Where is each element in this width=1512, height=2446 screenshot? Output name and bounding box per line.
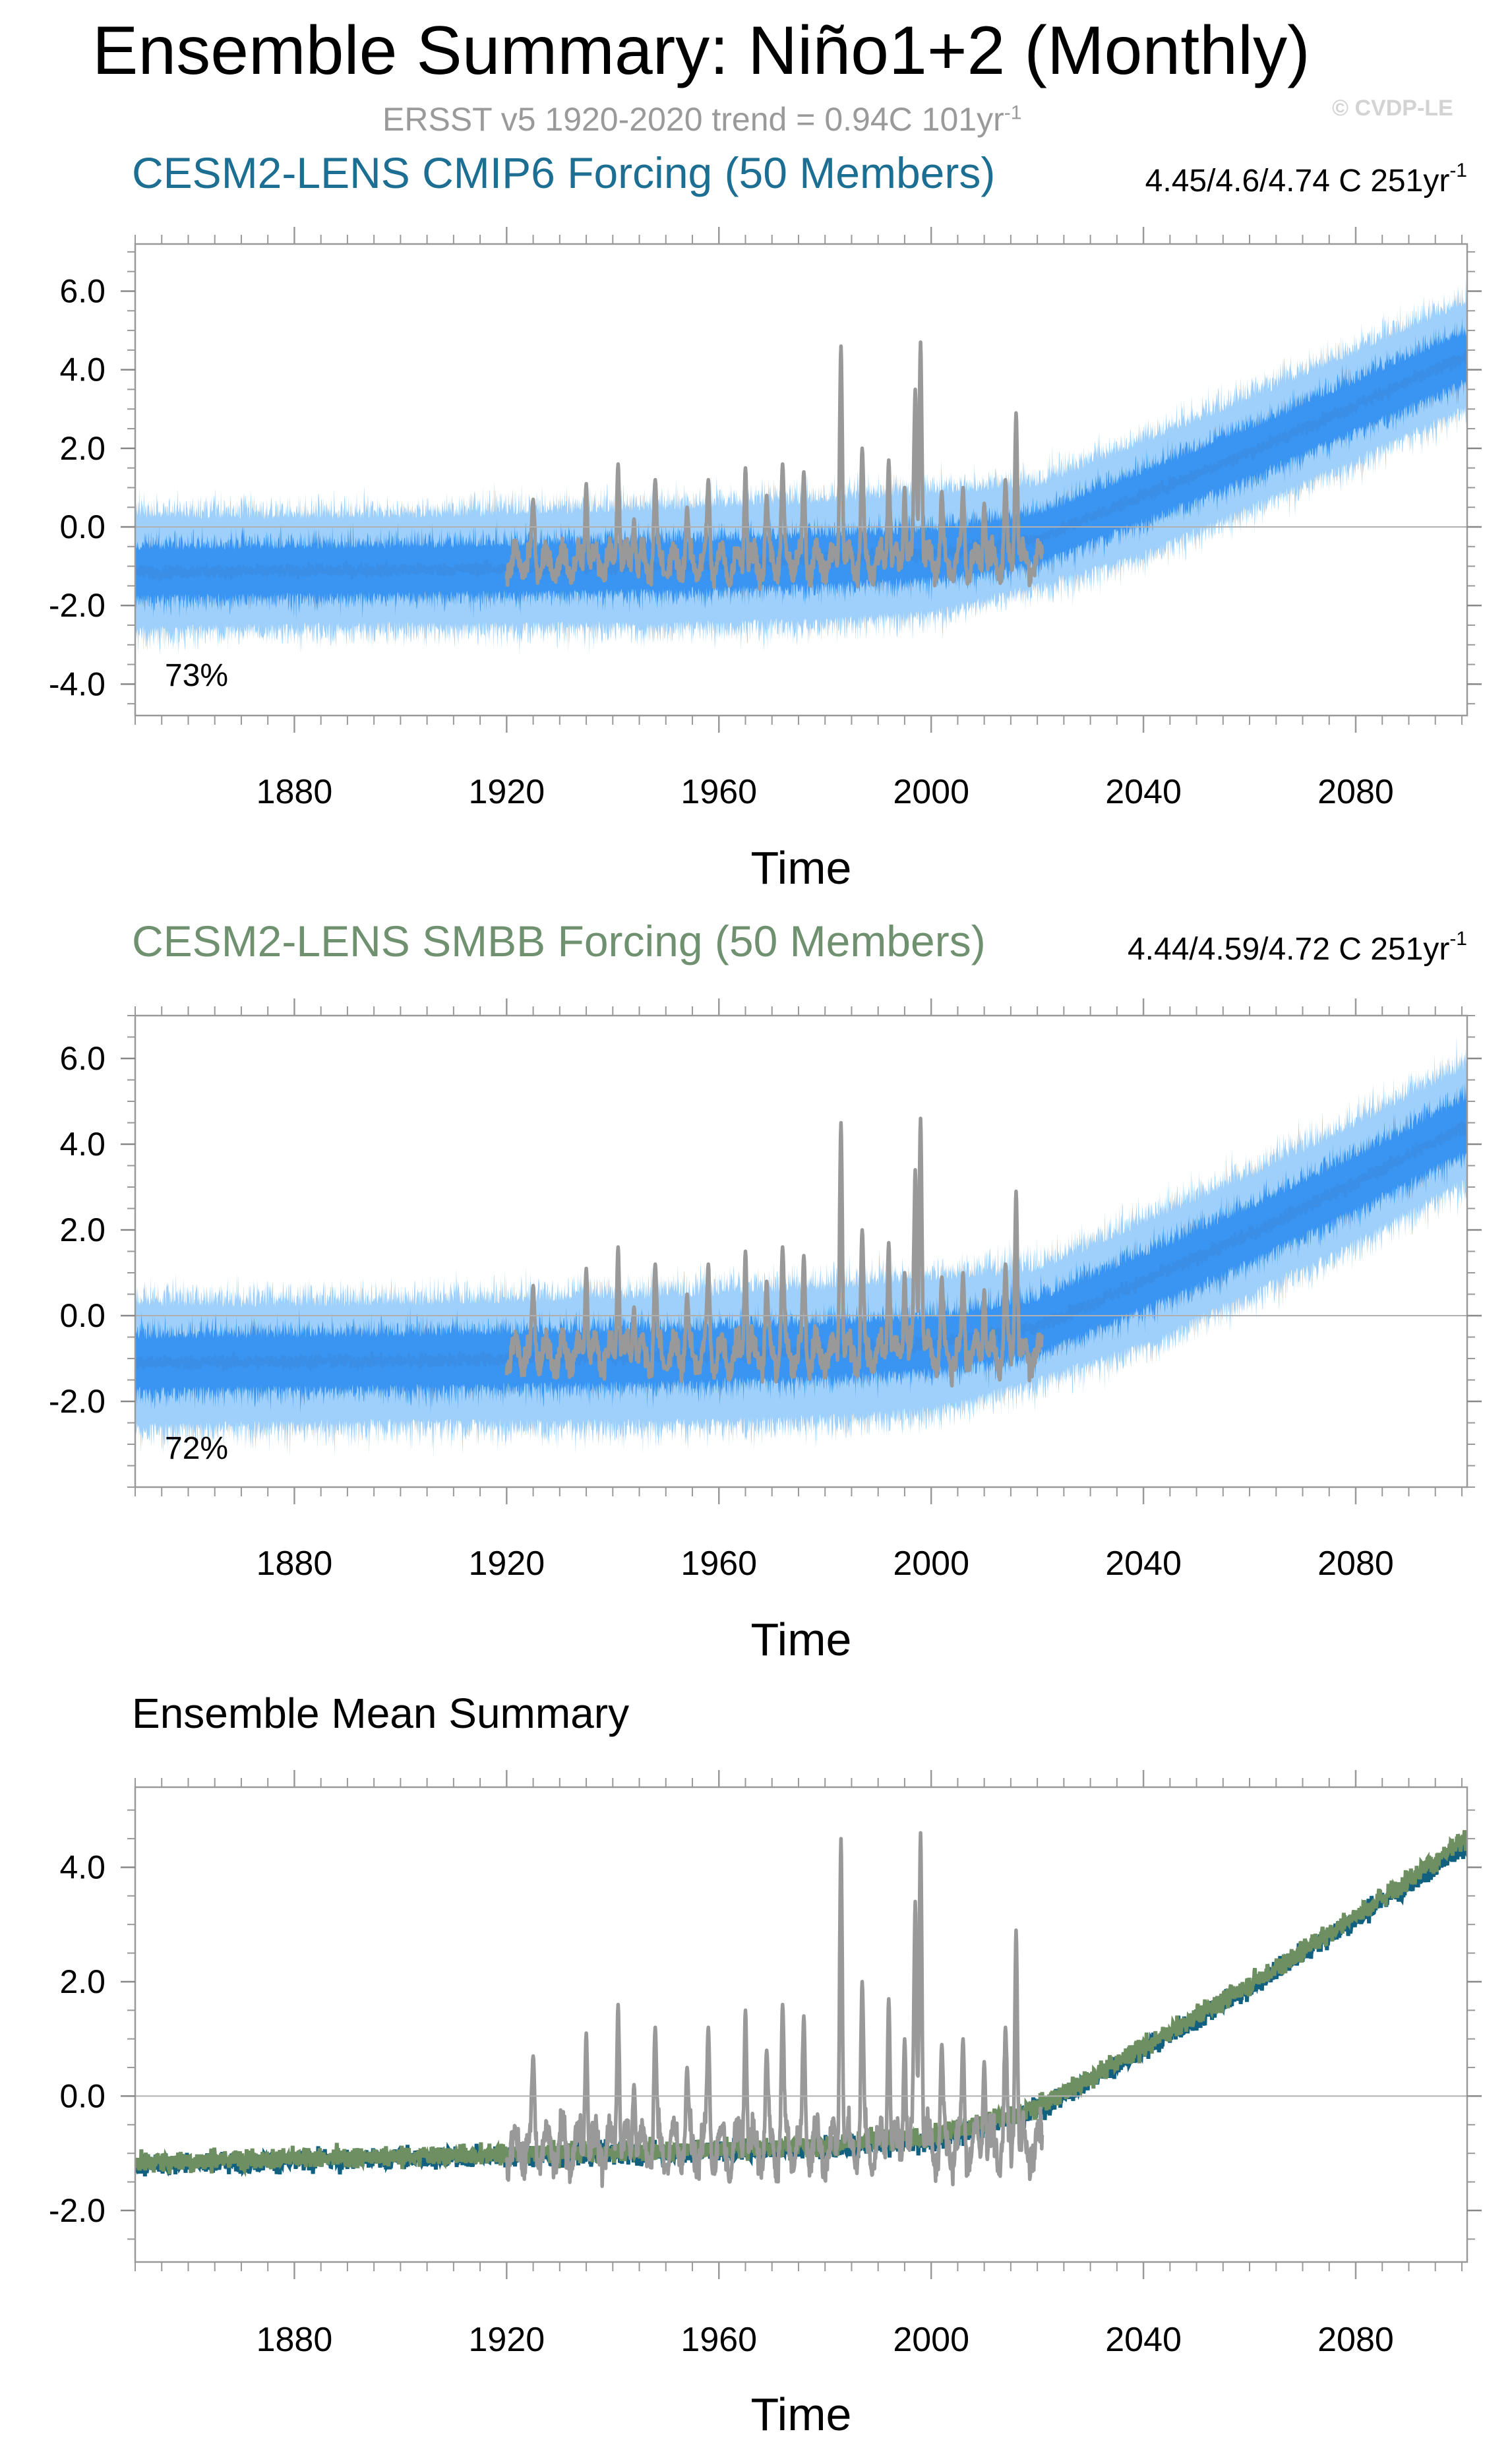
trend-text: 4.44/4.59/4.72 C 251yr bbox=[1128, 932, 1449, 967]
plot-area bbox=[135, 280, 1467, 656]
x-tick-label: 2040 bbox=[1105, 1544, 1182, 1583]
panel-title: Ensemble Mean Summary bbox=[132, 1690, 629, 1737]
y-tick-label: 0.0 bbox=[59, 2077, 106, 2114]
y-tick-label: -2.0 bbox=[49, 587, 106, 624]
x-tick-label: 1960 bbox=[680, 773, 757, 811]
plot-area bbox=[135, 1036, 1467, 1459]
y-tick-label: 2.0 bbox=[59, 1211, 106, 1248]
x-tick-label: 2000 bbox=[893, 773, 969, 811]
obs-trend-superscript: -1 bbox=[1004, 102, 1022, 124]
y-tick-label: 0.0 bbox=[59, 1297, 106, 1334]
y-tick-label: 4.0 bbox=[59, 1126, 106, 1163]
x-axis-label: Time bbox=[751, 842, 852, 894]
y-tick-label: 0.0 bbox=[59, 508, 106, 545]
obs-line bbox=[504, 340, 1044, 592]
trend-text: 4.45/4.6/4.74 C 251yr bbox=[1145, 164, 1450, 199]
x-tick-label: 2040 bbox=[1105, 773, 1182, 811]
x-tick-label: 1920 bbox=[469, 1544, 545, 1583]
y-tick-label: 4.0 bbox=[59, 352, 106, 388]
trend-superscript: -1 bbox=[1449, 160, 1467, 181]
trend-superscript: -1 bbox=[1449, 928, 1467, 950]
percent-label: 72% bbox=[165, 1431, 228, 1466]
x-tick-label: 1880 bbox=[257, 2321, 333, 2359]
chart-panel-2: CESM2-LENS SMBB Forcing (50 Members) 4.44… bbox=[49, 917, 1482, 1665]
x-tick-label: 1920 bbox=[469, 2321, 545, 2359]
ensemble-range-inner bbox=[135, 1081, 1467, 1414]
figure-title: Ensemble Summary: Niño1+2 (Monthly) bbox=[92, 13, 1310, 89]
panel-title: CESM2-LENS CMIP6 Forcing (50 Members) bbox=[132, 148, 995, 197]
y-tick-label: 4.0 bbox=[59, 1849, 106, 1885]
percent-label: 73% bbox=[165, 658, 228, 693]
x-tick-label: 2000 bbox=[893, 2321, 969, 2359]
panel-title: CESM2-LENS SMBB Forcing (50 Members) bbox=[132, 917, 986, 965]
y-tick-label: 2.0 bbox=[59, 1963, 106, 2000]
y-tick-label: -2.0 bbox=[49, 2192, 106, 2229]
chart-panel-1: CESM2-LENS CMIP6 Forcing (50 Members) 4.4… bbox=[49, 148, 1482, 894]
x-tick-label: 1880 bbox=[257, 773, 333, 811]
x-tick-label: 1960 bbox=[680, 1544, 757, 1583]
x-tick-label: 1960 bbox=[680, 2321, 757, 2359]
x-tick-label: 2080 bbox=[1317, 773, 1394, 811]
y-tick-label: 2.0 bbox=[59, 430, 106, 467]
x-tick-label: 1880 bbox=[257, 1544, 333, 1583]
ensemble-range-inner bbox=[135, 317, 1467, 621]
chart-panel-3: Ensemble Mean Summary -2.0 0.0 2.0 4.0 1880 19… bbox=[49, 1690, 1482, 2440]
x-tick-label: 2040 bbox=[1105, 2321, 1182, 2359]
trend-label: 4.44/4.59/4.72 C 251yr-1 bbox=[1128, 928, 1467, 967]
trend-label: 4.45/4.6/4.74 C 251yr-1 bbox=[1145, 160, 1467, 199]
plot-frame bbox=[134, 1786, 1468, 2263]
plot-area bbox=[135, 1830, 1467, 2188]
ensemble-mean-line bbox=[135, 349, 1467, 583]
x-axis-label: Time bbox=[751, 2389, 852, 2440]
obs-line bbox=[504, 1831, 1044, 2188]
y-tick-label: -2.0 bbox=[49, 1383, 106, 1420]
plot-frame bbox=[134, 243, 1468, 717]
x-tick-label: 2080 bbox=[1317, 2321, 1394, 2359]
cvdp-credit: © CVDP-LE bbox=[1332, 96, 1453, 121]
y-tick-label: -4.0 bbox=[49, 665, 106, 702]
obs-trend-text: ERSST v5 1920-2020 trend = 0.94C 101yr bbox=[382, 101, 1004, 138]
ensemble-mean-line bbox=[135, 1121, 1467, 1372]
x-tick-label: 2080 bbox=[1317, 1544, 1394, 1583]
x-tick-label: 1920 bbox=[469, 773, 545, 811]
x-axis-label: Time bbox=[751, 1614, 852, 1665]
obs-line bbox=[504, 1116, 1044, 1388]
obs-trend-subtitle: ERSST v5 1920-2020 trend = 0.94C 101yr-1 bbox=[382, 100, 1021, 138]
y-tick-label: 6.0 bbox=[59, 1040, 106, 1077]
y-tick-label: 6.0 bbox=[59, 273, 106, 310]
x-tick-label: 2000 bbox=[893, 1544, 969, 1583]
